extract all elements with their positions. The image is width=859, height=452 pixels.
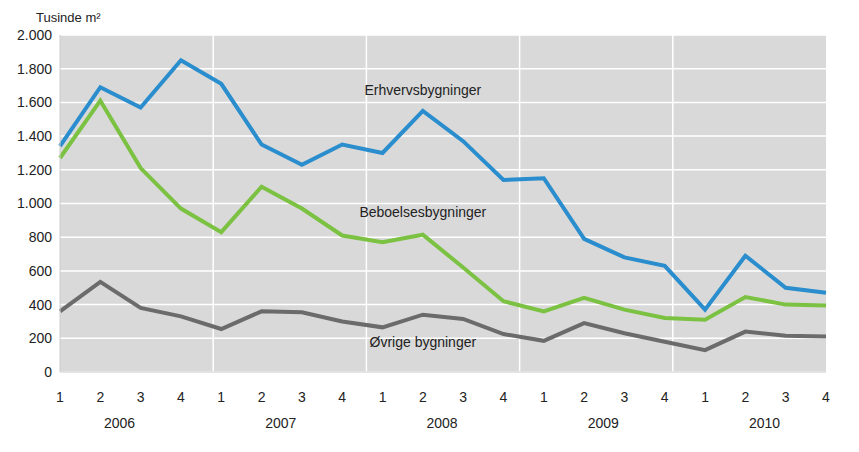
svg-text:2009: 2009	[588, 415, 619, 431]
svg-text:1: 1	[379, 389, 387, 405]
svg-text:2007: 2007	[265, 415, 296, 431]
svg-text:1: 1	[540, 389, 548, 405]
svg-text:1.600: 1.600	[17, 94, 52, 110]
svg-text:4: 4	[500, 389, 508, 405]
svg-text:2010: 2010	[749, 415, 780, 431]
svg-text:1.200: 1.200	[17, 162, 52, 178]
svg-text:2: 2	[96, 389, 104, 405]
svg-text:1.800: 1.800	[17, 61, 52, 77]
svg-text:2: 2	[258, 389, 266, 405]
svg-text:Beboelsesbygninger: Beboelsesbygninger	[359, 204, 486, 220]
svg-text:2: 2	[741, 389, 749, 405]
svg-text:4: 4	[338, 389, 346, 405]
svg-text:2: 2	[419, 389, 427, 405]
svg-text:600: 600	[29, 263, 53, 279]
svg-text:0: 0	[44, 364, 52, 380]
svg-text:4: 4	[177, 389, 185, 405]
svg-text:Øvrige bygninger: Øvrige bygninger	[370, 334, 477, 350]
svg-text:1: 1	[701, 389, 709, 405]
svg-text:4: 4	[661, 389, 669, 405]
svg-text:Erhvervsbygninger: Erhvervsbygninger	[364, 82, 481, 98]
svg-text:3: 3	[298, 389, 306, 405]
svg-text:1.000: 1.000	[17, 195, 52, 211]
svg-text:2: 2	[580, 389, 588, 405]
svg-text:200: 200	[29, 330, 53, 346]
svg-text:1: 1	[56, 389, 64, 405]
svg-text:2008: 2008	[426, 415, 457, 431]
svg-text:3: 3	[459, 389, 467, 405]
svg-text:3: 3	[621, 389, 629, 405]
svg-text:3: 3	[137, 389, 145, 405]
svg-text:800: 800	[29, 229, 53, 245]
svg-text:400: 400	[29, 297, 53, 313]
svg-text:1: 1	[217, 389, 225, 405]
svg-text:2006: 2006	[104, 415, 135, 431]
html-text:Tusinde m²: Tusinde m²	[36, 10, 101, 25]
svg-text:4: 4	[822, 389, 830, 405]
svg-text:1.400: 1.400	[17, 128, 52, 144]
svg-text:3: 3	[782, 389, 790, 405]
svg-text:2.000: 2.000	[17, 27, 52, 43]
